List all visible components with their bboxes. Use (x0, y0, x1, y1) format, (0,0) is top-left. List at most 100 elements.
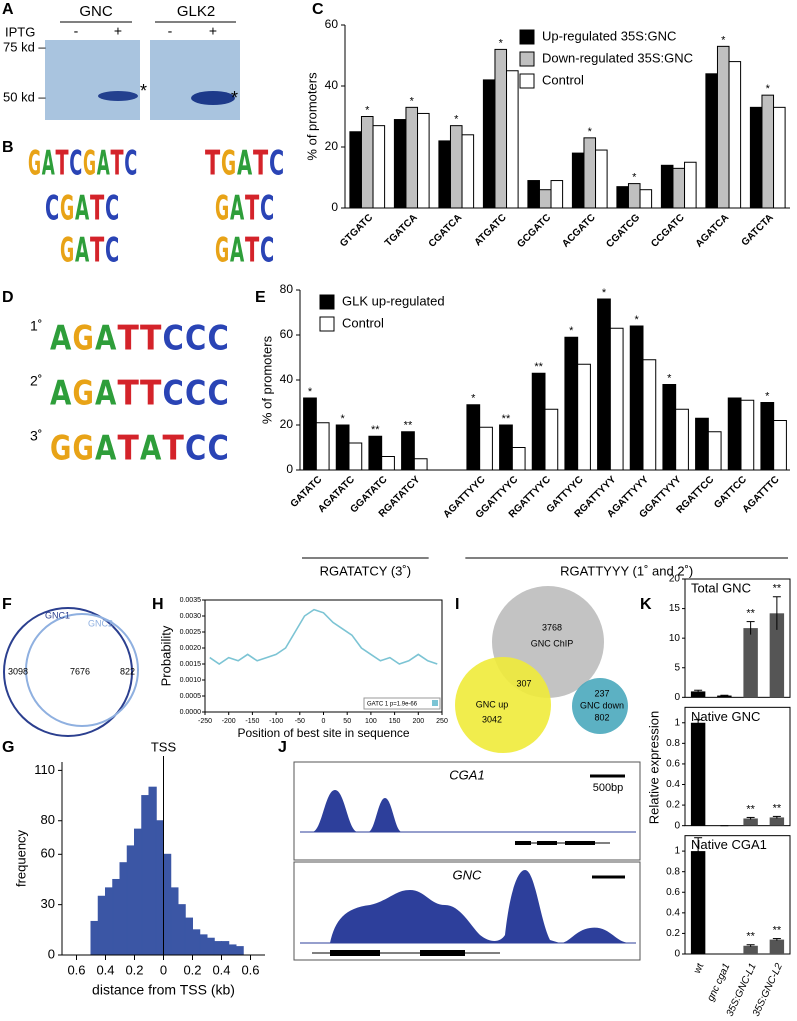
hist-bar (105, 887, 114, 956)
lane-label: - (168, 23, 173, 39)
logo-motif: GGATATCC (50, 444, 109, 456)
logo-letter: C (208, 374, 229, 414)
significance: ** (773, 924, 782, 936)
rank-label: 2˚ (30, 373, 42, 389)
x-tick-label: gnc cga1 (705, 962, 732, 1003)
x-tick-label: -50 (295, 718, 305, 725)
y-tick-label: 0 (674, 949, 680, 960)
logo-letter: C (69, 144, 82, 184)
x-tick-label: 0.6 (241, 962, 259, 977)
y-tick-label: 0.0005 (180, 693, 202, 700)
logo-letter: T (245, 189, 260, 229)
y-tick-label: 0 (674, 692, 680, 703)
x-axis-label: distance from TSS (kb) (92, 982, 235, 998)
significance: * (602, 287, 607, 299)
hist-bar (184, 917, 193, 956)
bar (348, 442, 363, 471)
logo-letter: G (60, 231, 74, 271)
coverage (330, 870, 630, 943)
bar (349, 131, 362, 209)
x-tick-label: 100 (365, 718, 377, 725)
bar (690, 722, 706, 826)
logo-motif: GATC (60, 246, 90, 258)
set-label: GNC down (580, 700, 624, 710)
bar (662, 384, 677, 471)
bar (583, 137, 597, 209)
bar (660, 164, 674, 209)
bar (506, 70, 519, 209)
logo-letter: T (245, 231, 260, 271)
logo-letter: A (230, 189, 245, 229)
gene-label: CGA1 (449, 767, 484, 782)
y-tick-label: 0 (48, 946, 55, 961)
bar (743, 945, 758, 954)
y-tick-label: 40 (325, 78, 339, 92)
logo-letter: C (124, 144, 137, 184)
logo-letter: T (163, 429, 185, 469)
plot-frame (204, 599, 443, 713)
logo-letter: A (95, 429, 117, 469)
count: 3768 (542, 622, 562, 632)
plot-frame (684, 706, 791, 827)
rank-label: 3˚ (30, 428, 42, 444)
logo-letter: C (185, 374, 206, 414)
protein-label: GNC (79, 3, 113, 20)
y-tick-label: 60 (41, 846, 55, 861)
y-tick-label: 0.8 (666, 866, 680, 877)
logo-motif: AGATTCCC (50, 389, 110, 401)
annotation: TSS (151, 739, 177, 754)
bar (717, 695, 732, 698)
logo-letter: T (118, 374, 140, 414)
y-tick-label: 1 (674, 846, 680, 857)
y-tick-label: 1 (674, 717, 680, 728)
hist-bar (235, 946, 244, 956)
bar (381, 456, 395, 471)
logo-letter: C (208, 319, 229, 359)
logo-motif: AGATTCCC (50, 334, 110, 346)
logo-letter: G (28, 144, 41, 184)
lane-label: + (209, 23, 217, 39)
logo-motif: CGATC (45, 204, 83, 216)
bar (494, 48, 508, 209)
significance: ** (773, 583, 782, 595)
logo-letter: G (73, 374, 94, 414)
logo-letter: G (73, 429, 94, 469)
significance: * (499, 37, 504, 49)
y-axis-label: frequency (13, 829, 28, 887)
y-tick-label: 0.0025 (180, 629, 202, 636)
logo-letter: C (105, 189, 119, 229)
y-tick-label: 0 (674, 820, 680, 831)
coverage (312, 790, 402, 832)
gel-image (45, 40, 140, 120)
x-tick-label: 0.2 (183, 962, 201, 977)
bar (769, 613, 785, 698)
bar (413, 458, 428, 471)
bar (449, 125, 463, 209)
logo-letter: C (105, 231, 119, 271)
x-tick-label: ATGATC (473, 212, 509, 248)
bar (616, 186, 629, 209)
significance: * (569, 325, 574, 337)
panel-label: G (2, 739, 14, 756)
bar (564, 336, 579, 471)
marker-label: 75 kd – (3, 39, 46, 54)
significance: * (634, 314, 639, 326)
significance: * (667, 372, 672, 384)
set-label: GNC2 (88, 618, 113, 628)
logo-letter: T (90, 189, 105, 229)
significance: * (471, 393, 476, 405)
exon (565, 841, 595, 845)
y-axis-label: % of promoters (259, 335, 274, 424)
y-tick-label: 0.0000 (180, 709, 202, 716)
star: * (231, 88, 238, 108)
significance: ** (502, 413, 511, 425)
bar (684, 161, 697, 209)
hist-bar (163, 853, 172, 956)
bar (728, 61, 742, 209)
x-tick-label: ACGATC (560, 212, 597, 249)
rank-label: 1˚ (30, 318, 42, 334)
logo-letter: T (140, 319, 162, 359)
track-frame (293, 861, 641, 961)
logo-letter: C (185, 429, 206, 469)
y-tick-label: 0 (331, 200, 338, 214)
